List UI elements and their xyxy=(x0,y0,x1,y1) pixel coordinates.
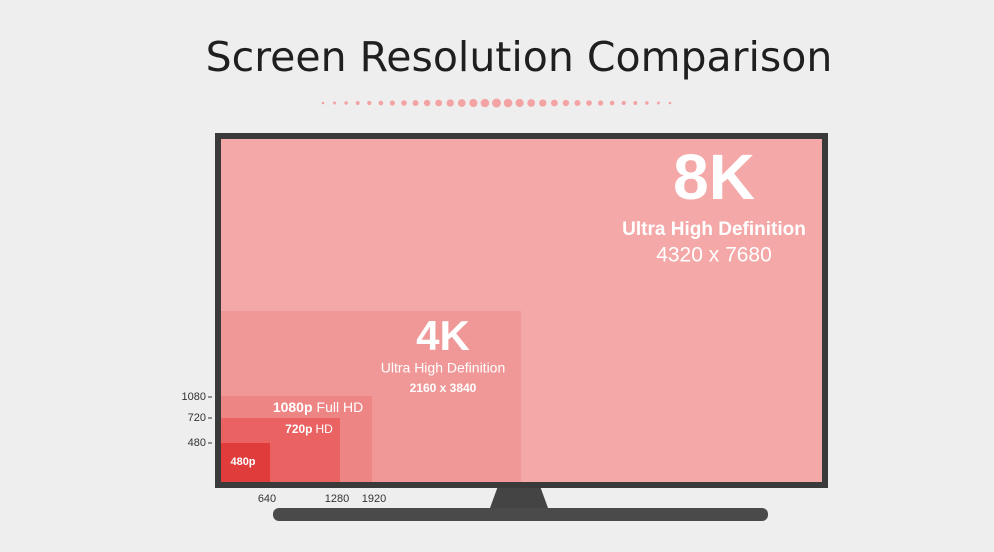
title: Screen Resolution Comparison xyxy=(206,33,833,81)
divider-dot xyxy=(412,99,419,107)
divider-dot xyxy=(527,99,536,107)
divider-dot xyxy=(480,98,490,108)
label-8k: 8K xyxy=(673,141,755,213)
divider-dot xyxy=(469,98,478,108)
divider-dot xyxy=(668,101,672,105)
divider-dot xyxy=(656,101,660,105)
y-tick-label: 480 xyxy=(188,437,206,449)
tv-base xyxy=(273,508,768,521)
x-tick-label: 1280 xyxy=(325,493,349,505)
divider-dot xyxy=(586,100,592,106)
divider-dot xyxy=(333,101,337,105)
label-480p: 480p xyxy=(230,456,255,468)
divider-dot xyxy=(645,101,649,105)
divider-dot xyxy=(378,100,384,106)
screen-480p xyxy=(221,443,270,482)
divider-dot xyxy=(446,99,454,107)
subtitle-4k: Ultra High Definition xyxy=(381,360,506,376)
divider-dot xyxy=(401,100,407,106)
label-720p-group: 720p HD xyxy=(285,422,333,436)
divider-dot xyxy=(389,100,395,106)
divider-dot xyxy=(457,99,466,107)
divider-dot xyxy=(574,99,581,107)
divider-dot xyxy=(633,101,638,105)
divider-dot xyxy=(598,100,604,106)
divider-dot xyxy=(435,99,443,107)
label-720p: 720p xyxy=(285,422,312,436)
x-tick-label: 640 xyxy=(258,493,276,505)
resolution-8k: 4320 x 7680 xyxy=(656,244,772,267)
y-tick-label: 1080 xyxy=(182,391,206,403)
divider-dot xyxy=(609,100,615,106)
divider-dot xyxy=(321,101,325,105)
resolution-4k: 2160 x 3840 xyxy=(410,381,477,395)
label-1080p: 1080p xyxy=(273,399,313,415)
divider-dot xyxy=(344,101,348,105)
tv-neck xyxy=(490,486,548,508)
divider-dot xyxy=(503,98,513,108)
divider-dots xyxy=(321,98,672,108)
divider-dot xyxy=(492,98,501,108)
divider-dot xyxy=(355,101,360,105)
subtitle-1080p: Full HD xyxy=(317,399,364,415)
divider-dot xyxy=(621,100,626,106)
divider-dot xyxy=(562,99,570,107)
x-tick-label: 1920 xyxy=(362,493,386,505)
divider-dot xyxy=(539,99,547,107)
subtitle-8k: Ultra High Definition xyxy=(622,219,806,240)
subtitle-720p: HD xyxy=(316,422,334,436)
divider-dot xyxy=(367,100,372,106)
label-4k: 4K xyxy=(416,312,470,359)
divider-dot xyxy=(550,99,558,107)
label-1080p-group: 1080p Full HD xyxy=(273,399,363,415)
divider-dot xyxy=(515,98,524,108)
y-tick-label: 720 xyxy=(188,412,206,424)
divider-dot xyxy=(423,99,431,107)
